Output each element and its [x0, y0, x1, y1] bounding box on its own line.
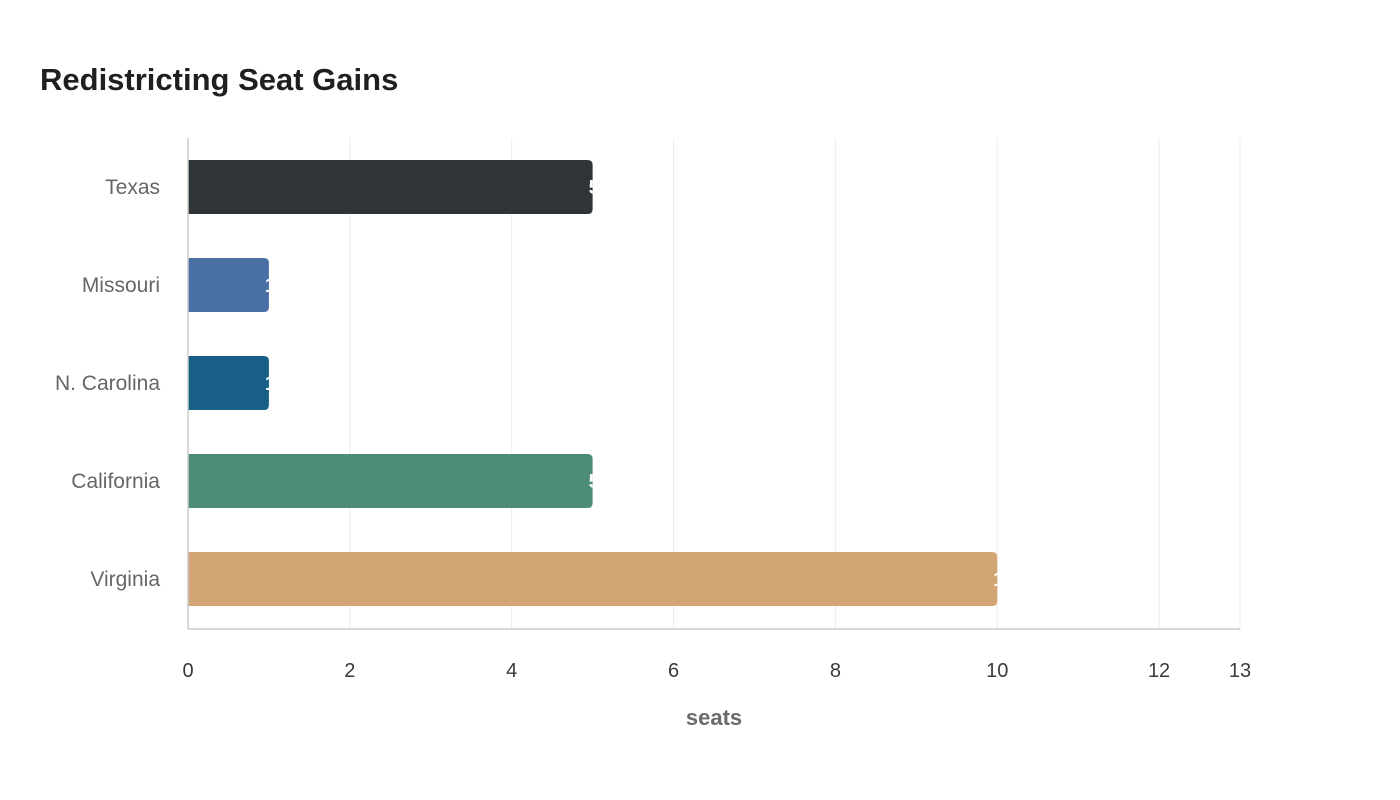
- x-tick-label: 8: [830, 660, 841, 682]
- bar: [188, 552, 998, 606]
- x-tick-label: 10: [986, 660, 1008, 682]
- category-labels: Texas Missouri N. Carolina California Virgin…: [55, 176, 160, 591]
- bar: [188, 258, 269, 312]
- category-label: California: [71, 470, 160, 493]
- x-tick-label: 13: [1229, 660, 1251, 682]
- category-label: Missouri: [82, 274, 160, 297]
- value-label: 5: [589, 177, 600, 199]
- x-tick-labels: 0 2 4 6 8 10 12 13: [182, 660, 1251, 682]
- x-axis-title: seats: [686, 705, 742, 730]
- value-label: 5: [589, 471, 600, 493]
- category-label: Texas: [105, 176, 160, 199]
- chart-title: Redistricting Seat Gains: [40, 62, 399, 97]
- bar: [188, 454, 593, 508]
- x-tick-label: 6: [668, 660, 679, 682]
- axes: [187, 138, 1240, 630]
- value-label: 1: [265, 275, 276, 297]
- x-tick-label: 4: [506, 660, 517, 682]
- category-label: Virginia: [90, 568, 160, 591]
- x-tick-label: 0: [182, 660, 193, 682]
- value-label: 10: [993, 569, 1015, 591]
- value-label: 1: [265, 373, 276, 395]
- x-tick-label: 2: [344, 660, 355, 682]
- grid-lines: [349, 138, 1241, 629]
- bar: [188, 160, 593, 214]
- bar: [188, 356, 269, 410]
- category-label: N. Carolina: [55, 372, 160, 395]
- x-tick-label: 12: [1148, 660, 1170, 682]
- bars: [188, 160, 998, 606]
- value-labels: 5 1 1 5 10: [265, 177, 1015, 591]
